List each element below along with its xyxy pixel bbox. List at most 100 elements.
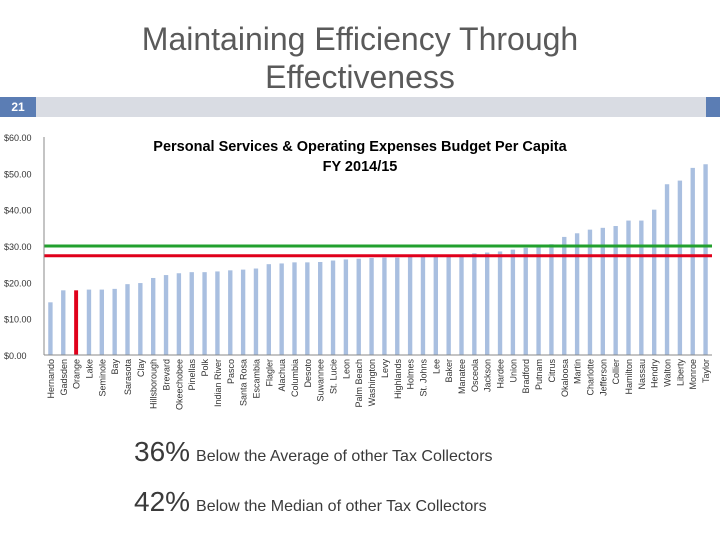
bar: [626, 220, 631, 355]
y-tick-label: $30.00: [4, 242, 32, 252]
x-tick-label: St. Lucie: [329, 359, 339, 394]
x-tick-label: Lake: [84, 359, 94, 379]
slide-number: 21: [0, 97, 36, 117]
y-tick-label: $60.00: [4, 133, 32, 143]
x-tick-label: Hernando: [46, 359, 56, 399]
bar: [510, 249, 516, 355]
y-axis-labels: $0.00 $10.00 $20.00 $30.00 $40.00 $50.00 $60.0…: [4, 133, 32, 361]
stat-median-percent: 42%: [134, 486, 191, 517]
bar: [613, 226, 618, 355]
bar: [189, 272, 194, 355]
bar: [536, 246, 541, 355]
budget-per-capita-chart: $0.00 $10.00 $20.00 $30.00 $40.00 $50.00 $60.0…: [4, 133, 712, 410]
bar: [485, 252, 490, 355]
x-tick-label: Okaloosa: [560, 359, 570, 397]
x-tick-label: Bradford: [521, 359, 531, 394]
bar: [215, 271, 220, 355]
bar: [112, 288, 117, 355]
bar: [99, 289, 104, 355]
bar: [253, 268, 259, 355]
bar: [574, 233, 580, 355]
stat-median-text: Below the Median of other Tax Collectors: [196, 498, 487, 515]
bar: [202, 272, 207, 355]
reference-lines: [44, 244, 712, 258]
x-tick-label: Indian River: [213, 359, 223, 407]
bar: [279, 263, 284, 355]
slide-title-line-1: Maintaining Efficiency Through: [141, 21, 579, 57]
x-tick-label: Bay: [110, 359, 120, 375]
bar: [549, 244, 554, 355]
x-axis-labels: Hernando Gadsden Orange Lake Seminole Bay Sara…: [46, 359, 711, 410]
x-tick-label: Brevard: [162, 359, 172, 391]
bar: [459, 254, 464, 355]
bar: [407, 256, 413, 355]
x-tick-label: Hardee: [496, 359, 506, 389]
x-tick-label: Washington: [367, 359, 377, 406]
bar: [266, 264, 271, 355]
x-tick-label: Okeechobee: [174, 359, 184, 410]
x-tick-label: Desoto: [303, 359, 313, 388]
bar: [292, 262, 297, 355]
x-tick-label: Orange: [72, 359, 82, 389]
bar: [228, 270, 233, 355]
x-tick-label: Hendry: [650, 359, 660, 389]
bar: [305, 262, 310, 355]
bar: [74, 290, 79, 355]
slide-title: Maintaining Efficiency Through Effective…: [60, 20, 660, 96]
bar: [562, 236, 567, 355]
bar: [677, 180, 683, 355]
bar: [639, 220, 644, 355]
stat-average-percent: 36%: [134, 436, 191, 467]
y-tick-label: $40.00: [4, 206, 32, 216]
bar: [163, 275, 169, 355]
stat-average-text: Below the Average of other Tax Collector…: [196, 448, 493, 465]
bar: [61, 290, 66, 355]
y-tick-label: $10.00: [4, 315, 32, 325]
slide-header-edge: [706, 97, 720, 117]
x-tick-label: Jefferson: [598, 359, 608, 396]
x-tick-label: Seminole: [97, 359, 107, 397]
x-tick-label: Alachua: [277, 359, 287, 392]
chart-title: Personal Services & Operating Expenses B…: [153, 139, 567, 155]
stat-average: 36% Below the Average of other Tax Collec…: [134, 436, 493, 468]
x-tick-label: Levy: [380, 359, 390, 379]
bar: [703, 164, 708, 355]
x-tick-label: Sarasota: [123, 359, 133, 395]
x-tick-label: Taylor: [701, 359, 711, 383]
x-tick-label: Palm Beach: [354, 359, 364, 408]
bar: [369, 257, 374, 355]
slide-title-line-2: Effectiveness: [265, 59, 455, 95]
bar: [587, 229, 593, 355]
bar: [690, 167, 695, 355]
bar: [652, 209, 657, 355]
bar: [497, 251, 503, 355]
x-tick-label: Lee: [431, 359, 441, 374]
x-tick-label: Columbia: [290, 359, 300, 397]
x-tick-label: Santa Rosa: [239, 359, 249, 406]
x-tick-label: Flagler: [264, 359, 274, 387]
slide-header-bar: [0, 97, 720, 117]
bar: [433, 256, 438, 355]
y-tick-label: $20.00: [4, 278, 32, 288]
bar: [446, 255, 451, 355]
y-tick-label: $50.00: [4, 169, 32, 179]
x-tick-label: Collier: [611, 359, 621, 385]
x-tick-label: Union: [508, 359, 518, 383]
x-tick-label: Holmes: [406, 359, 416, 390]
bar: [343, 259, 349, 355]
x-tick-label: Putnam: [534, 359, 544, 390]
bar: [138, 283, 143, 355]
bar: [318, 261, 323, 355]
bar: [382, 257, 387, 355]
x-tick-label: Escambia: [251, 359, 261, 399]
x-tick-label: Highlands: [393, 359, 403, 400]
x-tick-label: Liberty: [675, 359, 685, 387]
x-tick-label: Walton: [663, 359, 673, 387]
x-tick-label: Hillsborough: [149, 359, 159, 409]
x-tick-label: Gadsden: [59, 359, 69, 396]
x-tick-label: Osceola: [470, 359, 480, 392]
x-tick-label: Hamilton: [624, 359, 634, 395]
x-tick-label: Pasco: [226, 359, 236, 384]
bar: [125, 284, 130, 355]
x-tick-label: Pinellas: [187, 359, 197, 391]
